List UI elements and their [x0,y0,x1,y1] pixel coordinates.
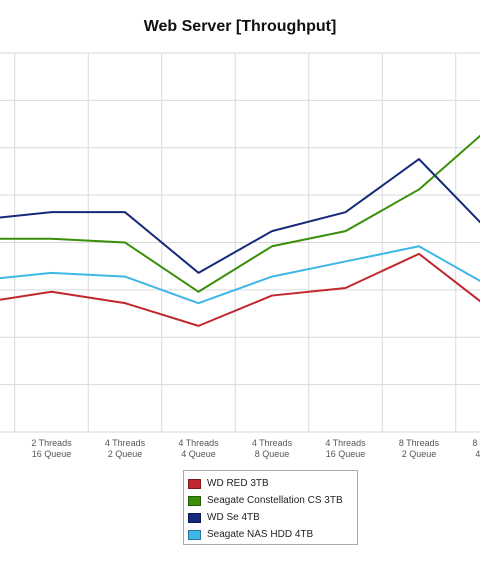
legend-swatch [188,512,201,523]
series-line-1 [0,252,480,327]
chart-title: Web Server [Throughput] [143,18,337,35]
legend-label: Seagate Constellation CS 3TB [207,495,343,506]
legend: WD RED 3TB Seagate Constellation CS 3TB WD… [183,470,358,545]
x-tick-label: 4 Threads 16 Queue [325,438,366,459]
series-line-3 [0,158,480,274]
x-tick-label: 2 Threads 16 Queue [31,438,72,459]
x-tick-label: 4 Threads 2 Queue [105,438,146,459]
legend-label: Seagate NAS HDD 4TB [207,529,314,540]
legend-swatch [188,478,201,489]
legend-swatch [188,529,201,540]
x-tick-label: 4 Threads 8 Queue [252,438,293,459]
legend-item: WD RED 3TB [188,475,357,492]
series-line-4 [0,245,480,305]
legend-item: Seagate Constellation CS 3TB [188,492,357,509]
legend-label: WD Se 4TB [207,512,260,523]
legend-label: WD RED 3TB [207,478,269,489]
x-tick-label: 4 Threads 4 Queue [178,438,219,459]
legend-item: Seagate NAS HDD 4TB [188,526,357,543]
legend-swatch [188,495,201,506]
legend-item: WD Se 4TB [188,509,357,526]
series-line-2 [0,134,480,293]
x-tick-label: 8 Threads 2 Queue [399,438,440,459]
